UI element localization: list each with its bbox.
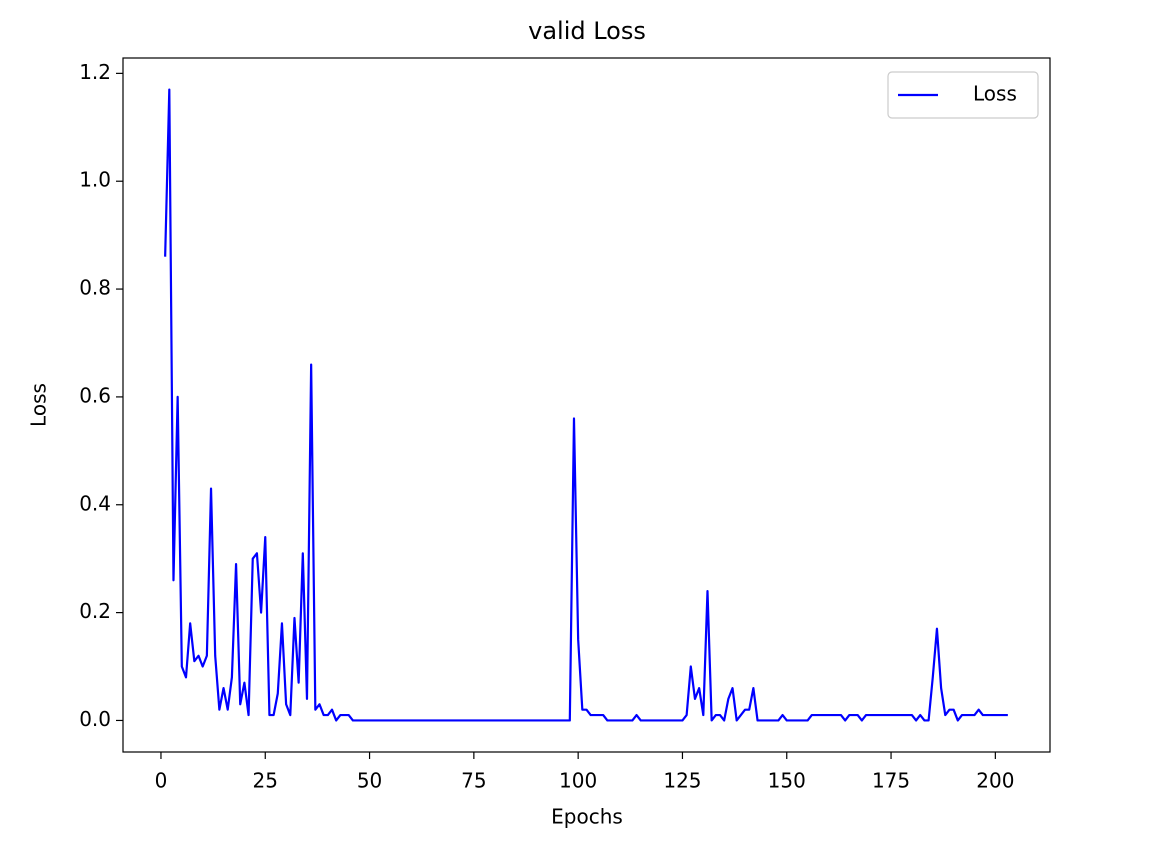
y-tick-label: 0.4 [79,491,111,515]
x-tick-label: 50 [357,769,382,793]
y-tick-label: 0.0 [79,707,111,731]
x-tick-label: 0 [155,769,168,793]
y-tick-label: 0.2 [79,599,111,623]
x-axis-label: Epochs [551,805,623,829]
x-tick-label: 150 [768,769,806,793]
data-line [164,88,1008,722]
x-tick-label: 75 [461,769,486,793]
x-tick-label: 200 [976,769,1014,793]
y-tick-label: 0.8 [79,276,111,300]
x-tick-label: 175 [872,769,910,793]
y-tick-label: 1.0 [79,168,111,192]
x-tick-label: 100 [559,769,597,793]
y-axis-label: Loss [27,383,51,427]
chart-title: valid Loss [528,17,646,45]
legend-label: Loss [973,82,1017,106]
x-tick-label: 125 [663,769,701,793]
legend-box [887,71,1039,119]
y-tick-label: 0.6 [79,383,111,407]
x-tick-label: 25 [253,769,278,793]
y-tick-label: 1.2 [79,60,111,84]
plot-frame [122,57,1051,753]
